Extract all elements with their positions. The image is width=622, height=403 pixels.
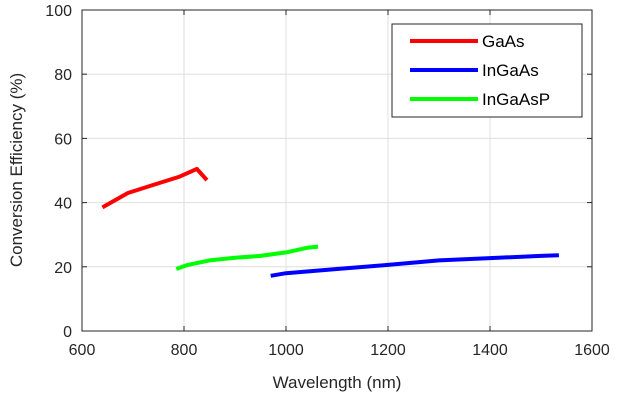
x-tick-label: 800 — [171, 342, 198, 359]
x-axis-label: Wavelength (nm) — [273, 373, 402, 392]
series-line-ingaas — [270, 253, 559, 278]
x-tick-label: 1400 — [472, 342, 508, 359]
y-axis-label: Conversion Efficiency (%) — [7, 73, 26, 267]
y-tick-label: 20 — [54, 260, 72, 277]
x-tick-label: 1200 — [370, 342, 406, 359]
plot-frame — [81, 9, 593, 332]
x-tick-labels: 600 800 1000 1200 1400 1600 — [69, 342, 610, 359]
series-line-ingaasp — [175, 244, 319, 271]
y-tick-label: 60 — [54, 131, 72, 148]
y-tick-label: 40 — [54, 196, 72, 213]
y-tick-labels: 0 20 40 60 80 100 — [45, 3, 72, 341]
legend: GaAs InGaAs InGaAsP — [391, 23, 583, 118]
y-tick-label: 80 — [54, 67, 72, 84]
y-tick-label: 0 — [63, 324, 72, 341]
legend-label-ingaasp: InGaAsP — [482, 90, 550, 109]
x-tick-label: 600 — [69, 342, 96, 359]
axis-ticks — [81, 9, 593, 332]
x-tick-label: 1000 — [268, 342, 304, 359]
y-tick-label: 100 — [45, 3, 72, 20]
series-line-gaas — [101, 166, 209, 210]
legend-label-ingaas: InGaAs — [482, 61, 539, 80]
legend-label-gaas: GaAs — [482, 32, 525, 51]
series-lines — [101, 166, 559, 278]
x-tick-label: 1600 — [574, 342, 610, 359]
